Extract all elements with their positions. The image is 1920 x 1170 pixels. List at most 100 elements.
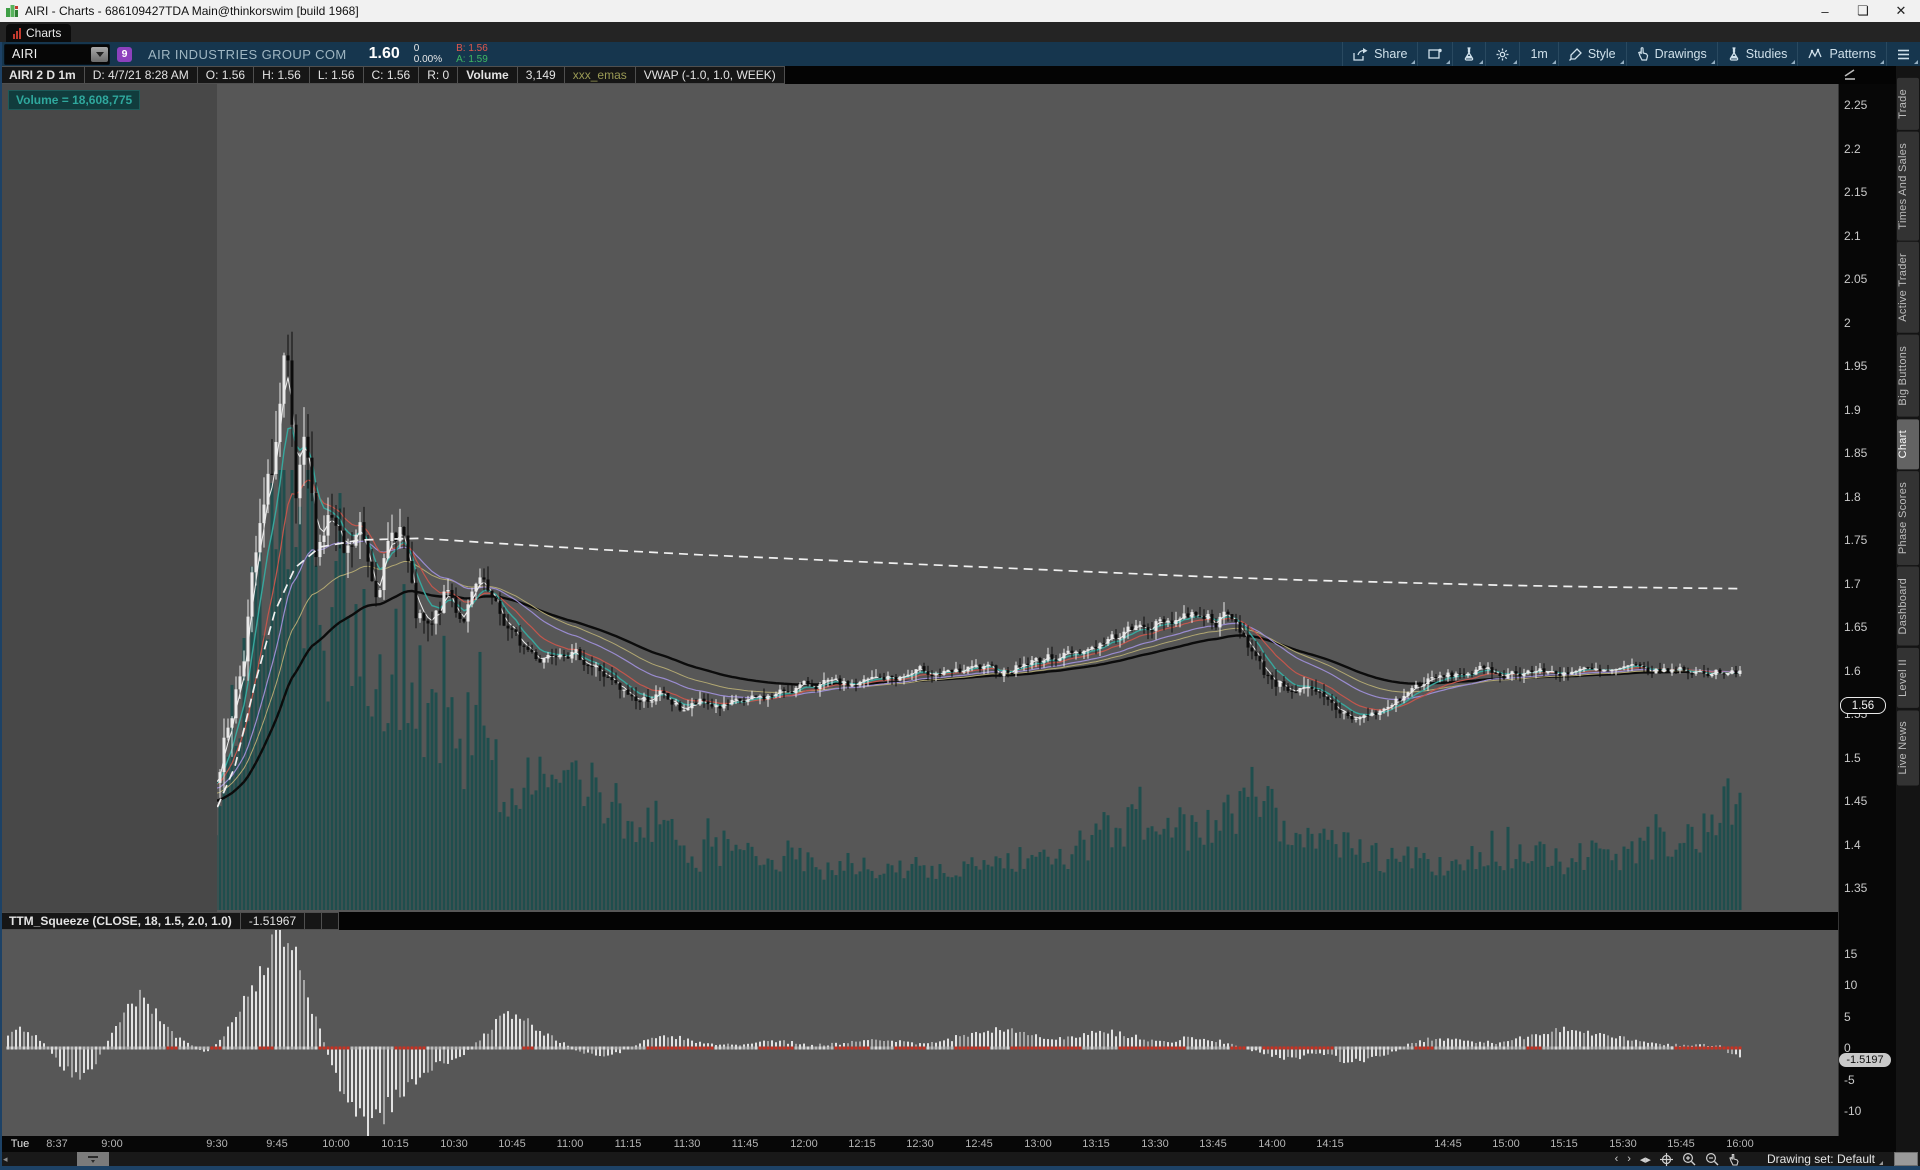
sidebar-tab-level-ii[interactable]: Level II [1897,647,1919,708]
squeeze-tick: -5 [1844,1072,1855,1087]
restore-button[interactable]: ❏ [1857,3,1869,18]
drawings-button-label: Drawings [1654,47,1707,61]
price-tick: 1.9 [1844,402,1861,417]
chart-header-cell-3: H: 1.56 [254,66,310,84]
drawings-button[interactable]: Drawings [1625,42,1717,66]
settings-button[interactable] [1485,42,1519,66]
chart-header-cell-0: AIRI 2 D 1m [0,66,85,84]
time-tick: 13:15 [1082,1138,1110,1150]
sidebar-tab-trade[interactable]: Trade [1897,78,1919,130]
scroll-left-icon[interactable]: ◂ [3,1153,8,1164]
bid-ask-stack: B: 1.56 A: 1.59 [456,43,488,65]
time-tick: 10:45 [498,1138,526,1150]
hand-icon [1637,47,1649,61]
time-tick: 13:00 [1024,1138,1052,1150]
studies-button-label: Studies [1745,47,1788,61]
style-button[interactable]: Style [1557,42,1626,66]
squeeze-histogram [6,916,1742,1136]
squeeze-header-cell-1: -1.51967 [240,912,306,930]
sidebar-tab-phase-scores[interactable]: Phase Scores [1897,471,1919,566]
menu-button[interactable] [1886,42,1920,66]
time-tick: Tue [10,1138,30,1150]
squeeze-tick: 0 [1844,1041,1851,1055]
status-corner-box[interactable] [1894,1152,1918,1166]
time-tick: 14:45 [1434,1138,1462,1150]
zoom-out-icon[interactable] [1705,1152,1719,1166]
price-tick: 2.2 [1844,141,1861,156]
time-axis[interactable]: Tue 8:37 9:00 9:30 9:45 10:00 10:15 10:30 10:45 1… [0,1136,1896,1152]
time-tick: 13:45 [1199,1138,1227,1150]
sidebar-tab-active-trader[interactable]: Active Trader [1897,242,1919,334]
tab-charts[interactable]: Charts [6,24,72,42]
sidebar-tab-dashboard[interactable]: Dashboard [1897,567,1919,646]
window-edge-left [0,42,2,1166]
step-arrows-icon[interactable]: ◂▸ [1639,1153,1651,1166]
time-tick: 9:00 [101,1138,123,1150]
time-tick: 10:00 [322,1138,350,1150]
symbol-input[interactable]: AIRI [4,43,110,65]
patterns-button[interactable]: Patterns [1797,42,1886,66]
ask-value: A: 1.59 [456,54,488,65]
close-button[interactable]: ✕ [1895,3,1907,18]
symbol-dropdown-button[interactable] [91,46,108,62]
sidebar-tab-times-and-sales[interactable]: Times And Sales [1897,131,1919,241]
time-tick: 9:30 [206,1138,228,1150]
sidebar-tab-chart[interactable]: Chart [1897,418,1919,470]
studies-button[interactable]: Studies [1716,42,1798,66]
squeeze-header-row: TTM_Squeeze (CLOSE, 18, 1.5, 2.0, 1.0) -1… [0,912,1838,930]
time-tick: 12:30 [906,1138,934,1150]
time-tick: 11:00 [556,1138,584,1150]
price-tick: 1.7 [1844,576,1861,591]
minimize-button[interactable]: – [1821,3,1829,19]
tab-charts-label: Charts [26,26,62,40]
price-tick: 1.4 [1844,837,1861,852]
grid-button[interactable] [1417,42,1452,66]
chart-header-cell-8: 3,149 [517,66,565,84]
window-edge-bottom [0,1166,1920,1170]
sidebar-tab-live-news[interactable]: Live News [1897,709,1919,786]
chart-header-cell-6: R: 0 [419,66,459,84]
crosshair-icon[interactable] [1659,1152,1673,1166]
sidebar-tab-big-buttons[interactable]: Big Buttons [1897,335,1919,417]
time-tick: 16:00 [1726,1138,1754,1150]
squeeze-tick: 10 [1844,978,1858,992]
change-stack: 0 0.00% [414,43,442,65]
main-chart-plot[interactable]: Volume = 18,608,775 [0,84,1838,912]
flask-icon [1463,47,1475,61]
price-tick: 1.8 [1844,489,1861,504]
price-axis[interactable]: 2.25 2.2 2.15 2.1 2.05 2 1.95 1.9 1.85 1.8 1.75 1.7… [1838,84,1897,1136]
squeeze-header-cell-3 [322,912,340,930]
price-tick: 2 [1844,315,1851,330]
gear-icon [1496,48,1509,61]
time-tick: 11:45 [731,1138,759,1150]
squeeze-tick: 15 [1844,946,1858,961]
share-button[interactable]: Share [1342,42,1417,66]
price-tick: 2.25 [1844,98,1868,112]
change-value: 0 [413,43,420,54]
price-tick: 1.6 [1844,663,1861,678]
chart-header-cell-9: xxx_emas [564,66,636,84]
flask-button[interactable] [1452,42,1485,66]
tab-strip: Charts [0,22,1920,42]
volume-summary-badge: Volume = 18,608,775 [8,90,141,110]
time-tick: 12:00 [790,1138,818,1150]
pan-left-icon[interactable]: ‹ [1614,1153,1619,1165]
pan-right-icon[interactable]: › [1627,1153,1631,1165]
hand-tool-icon[interactable] [1728,1153,1740,1166]
last-price: 1.60 [368,45,400,62]
squeeze-plot[interactable] [0,916,1838,1136]
share-button-label: Share [1374,47,1408,61]
chart-header-cell-7: Volume [458,66,518,84]
link-badge[interactable]: 9 [117,46,132,62]
patterns-button-label: Patterns [1829,47,1876,61]
collapse-panel-button[interactable] [77,1152,109,1166]
chart-header-cell-2: O: 1.56 [197,66,255,84]
grid-icon [1428,48,1443,60]
toolbar-right-buttons: Share 1m Style Drawings Studies Patterns [1342,42,1920,66]
drawing-set-dropdown[interactable]: Drawing set: Default [1749,1152,1885,1166]
panel-resize-icon[interactable] [1843,67,1857,85]
symbol-value: AIRI [12,47,38,61]
zoom-in-icon[interactable] [1682,1152,1696,1166]
timeframe-button[interactable]: 1m [1519,42,1557,66]
squeeze-header-cell-0: TTM_Squeeze (CLOSE, 18, 1.5, 2.0, 1.0) [0,912,241,930]
